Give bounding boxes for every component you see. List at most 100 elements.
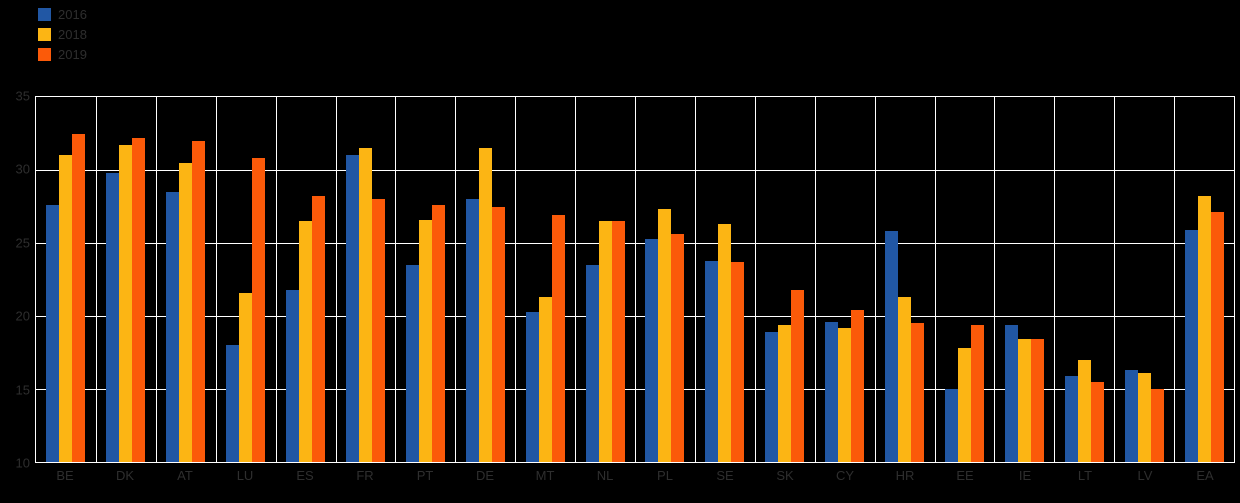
bar-group-dk [96, 97, 156, 462]
bar-2018-dk [119, 145, 133, 462]
bar-group-sk [755, 97, 815, 462]
bar-2019-pt [431, 205, 445, 462]
legend-item: 2016 [38, 4, 87, 24]
gridline-vertical [874, 97, 876, 462]
bar-2016-lv [1124, 370, 1138, 462]
bar-2016-be [46, 205, 60, 462]
gridline-vertical [455, 97, 457, 462]
bar-2018-lt [1077, 359, 1091, 462]
bar-2019-at [192, 140, 206, 462]
x-tick-label-ea: EA [1196, 468, 1214, 483]
bar-group-ie [994, 97, 1054, 462]
legend-swatch-series-3 [38, 47, 51, 61]
x-axis: BE DK AT LU ES FR PT DE MT NL PL SE SK CY HR EE IE LT LV EA [35, 468, 1235, 488]
bar-2019-se [731, 261, 745, 462]
bar-group-at [156, 97, 216, 462]
bar-group-nl [575, 97, 635, 462]
bar-2018-es [299, 221, 313, 462]
x-tick-label-pt: PT [416, 468, 434, 483]
bar-2018-lv [1137, 372, 1151, 462]
bar-2018-cy [838, 327, 852, 462]
bar-2019-cy [851, 310, 865, 462]
bar-2018-de [478, 148, 492, 462]
legend: 2016 2018 2019 [38, 4, 87, 64]
gridline-vertical [275, 97, 277, 462]
legend-swatch-series-1 [38, 7, 51, 21]
x-tick-label-lu: LU [236, 468, 254, 483]
bar-group-hr [875, 97, 935, 462]
y-tick-label-35: 35 [15, 88, 30, 104]
bar-2019-pl [671, 234, 685, 462]
gridline-vertical [215, 97, 217, 462]
legend-item: 2019 [38, 44, 87, 64]
bar-2019-be [72, 133, 86, 462]
gridline-vertical [1054, 97, 1056, 462]
x-tick-label-de: DE [475, 468, 495, 483]
bar-2018-pt [418, 219, 432, 462]
bar-2019-hr [911, 323, 925, 462]
x-tick-label-lt: LT [1077, 468, 1093, 483]
bar-2018-nl [598, 221, 612, 462]
bar-2019-lt [1090, 381, 1104, 462]
bar-group-lv [1114, 97, 1174, 462]
bar-group-lt [1054, 97, 1114, 462]
bar-group-lu [216, 97, 276, 462]
bar-2019-es [312, 196, 326, 462]
bar-group-ea [1174, 97, 1234, 462]
plot-area [35, 96, 1235, 463]
bar-2018-se [718, 224, 732, 462]
legend-swatch-series-2 [38, 27, 51, 41]
bar-group-ee [935, 97, 995, 462]
bar-2019-lu [252, 158, 266, 462]
bar-group-es [276, 97, 336, 462]
x-tick-label-mt: MT [535, 468, 555, 483]
x-tick-label-es: ES [296, 468, 314, 483]
bar-2019-dk [132, 137, 146, 462]
bar-2018-lu [239, 292, 253, 462]
bar-2019-nl [611, 221, 625, 462]
bar-group-mt [515, 97, 575, 462]
bar-2016-fr [345, 155, 359, 462]
x-tick-label-se: SE [716, 468, 734, 483]
bar-2016-hr [885, 231, 899, 462]
gridline-vertical [395, 97, 397, 462]
bar-2018-pl [658, 209, 672, 462]
bar-2016-ie [1004, 324, 1018, 462]
bar-2019-sk [791, 289, 805, 462]
x-tick-label-hr: HR [895, 468, 915, 483]
gridline-vertical [754, 97, 756, 462]
bar-2016-se [705, 260, 719, 462]
x-tick-label-sk: SK [776, 468, 794, 483]
bar-2016-mt [525, 311, 539, 462]
gridline-vertical [335, 97, 337, 462]
bar-2018-be [59, 155, 73, 462]
gridline-vertical [1114, 97, 1116, 462]
y-tick-label-15: 15 [15, 382, 30, 398]
legend-label-series-3: 2019 [58, 46, 87, 62]
bar-2018-hr [898, 297, 912, 462]
bar-2016-de [465, 199, 479, 462]
y-tick-label-25: 25 [15, 235, 30, 251]
bar-2018-ie [1017, 339, 1031, 462]
gridline-vertical [95, 97, 97, 462]
x-tick-label-lv: LV [1137, 468, 1153, 483]
y-tick-label-30: 30 [15, 161, 30, 177]
x-tick-label-pl: PL [657, 468, 673, 483]
x-tick-label-at: AT [177, 468, 193, 483]
gridline-vertical [1174, 97, 1176, 462]
x-tick-label-cy: CY [835, 468, 855, 483]
gridline-vertical [575, 97, 577, 462]
x-tick-label-dk: DK [115, 468, 135, 483]
bar-2016-lt [1064, 375, 1078, 462]
bar-2016-es [286, 289, 300, 462]
y-axis: 10 15 20 25 30 35 [0, 89, 30, 471]
x-tick-label-nl: NL [596, 468, 614, 483]
y-tick-label-10: 10 [15, 455, 30, 471]
bar-group-de [455, 97, 515, 462]
bar-2019-ee [970, 324, 984, 462]
bar-2018-at [179, 162, 193, 462]
bar-2016-sk [765, 332, 779, 462]
bar-2016-ea [1184, 229, 1198, 462]
legend-item: 2018 [38, 24, 87, 44]
